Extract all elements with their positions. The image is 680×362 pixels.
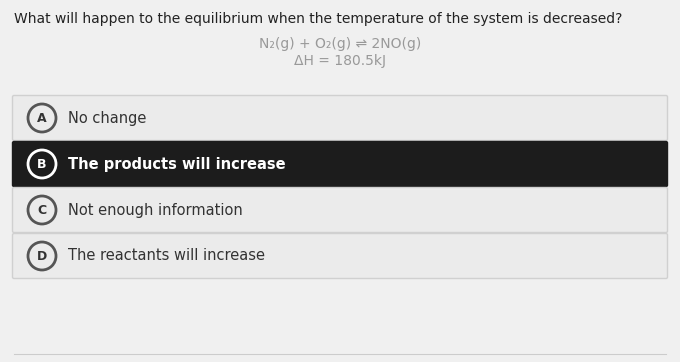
FancyBboxPatch shape <box>12 188 668 232</box>
Text: The products will increase: The products will increase <box>68 156 286 172</box>
FancyBboxPatch shape <box>12 96 668 140</box>
Circle shape <box>28 242 56 270</box>
Text: The reactants will increase: The reactants will increase <box>68 248 265 264</box>
Text: Not enough information: Not enough information <box>68 202 243 218</box>
FancyBboxPatch shape <box>12 142 668 186</box>
Circle shape <box>28 196 56 224</box>
Text: ΔH = 180.5kJ: ΔH = 180.5kJ <box>294 54 386 68</box>
Circle shape <box>28 104 56 132</box>
FancyBboxPatch shape <box>12 233 668 278</box>
Text: D: D <box>37 249 47 262</box>
Text: C: C <box>37 203 46 216</box>
Circle shape <box>28 150 56 178</box>
Text: No change: No change <box>68 110 146 126</box>
Text: N₂(g) + O₂(g) ⇌ 2NO(g): N₂(g) + O₂(g) ⇌ 2NO(g) <box>259 37 421 51</box>
Text: What will happen to the equilibrium when the temperature of the system is decrea: What will happen to the equilibrium when… <box>14 12 622 26</box>
Text: A: A <box>37 111 47 125</box>
Text: B: B <box>37 157 47 171</box>
